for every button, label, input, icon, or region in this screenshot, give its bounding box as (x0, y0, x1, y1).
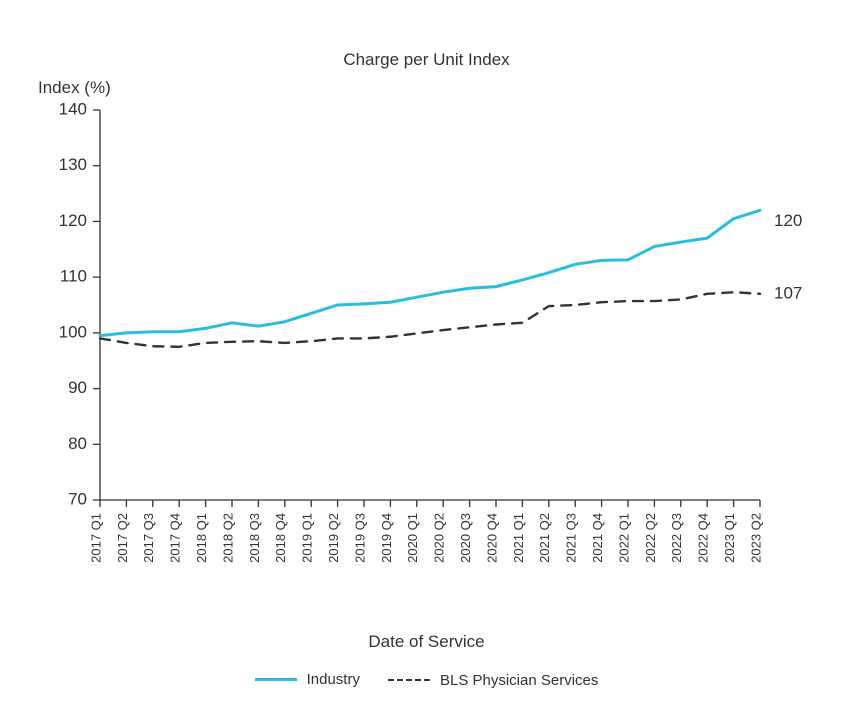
chart-plot-svg: 70 80 90 100 110 120 130 140 2017 Q1 2017 Q2 2017 … (0, 0, 853, 727)
x-tick-label: 2018 Q3 (247, 513, 262, 563)
x-tick-label: 2017 Q3 (141, 513, 156, 563)
y-tick-label: 80 (68, 434, 87, 453)
x-tick-label: 2020 Q4 (484, 513, 499, 563)
x-tick-label: 2021 Q2 (537, 513, 552, 563)
x-tick-label: 2022 Q3 (669, 513, 684, 563)
series-end-label: 120 (774, 211, 802, 230)
x-tick-label: 2022 Q2 (643, 513, 658, 563)
y-tick-label: 120 (59, 211, 87, 230)
x-tick-label: 2021 Q3 (564, 513, 579, 563)
legend-item: BLS Physician Services (388, 672, 598, 689)
x-tick-label: 2020 Q3 (458, 513, 473, 563)
series-end-label: 107 (774, 283, 802, 302)
x-tick-label: 2023 Q1 (722, 513, 737, 563)
legend-item: Industry (255, 671, 360, 688)
y-tick-label: 110 (60, 267, 87, 286)
chart-legend: Industry BLS Physician Services (0, 668, 853, 689)
series-line (100, 292, 760, 347)
x-tick-label: 2017 Q4 (168, 513, 183, 563)
legend-swatch (388, 679, 430, 681)
series-line (100, 210, 760, 335)
x-tick-label: 2019 Q3 (352, 513, 367, 563)
x-axis-title: Date of Service (0, 632, 853, 652)
x-tick-label: 2019 Q1 (300, 513, 315, 563)
x-tick-label: 2020 Q1 (405, 513, 420, 563)
y-tick-label: 140 (59, 99, 87, 118)
y-tick-label: 70 (68, 489, 87, 508)
x-tick-label: 2022 Q4 (696, 513, 711, 563)
legend-swatch (255, 678, 297, 681)
legend-label: Industry (307, 671, 360, 688)
y-tick-label: 90 (68, 378, 87, 397)
x-tick-label: 2017 Q1 (88, 513, 103, 563)
y-tick-label: 130 (59, 155, 87, 174)
legend-label: BLS Physician Services (440, 672, 598, 689)
x-tick-label: 2019 Q4 (379, 513, 394, 563)
x-tick-label: 2023 Q2 (748, 513, 763, 563)
x-tick-label: 2020 Q2 (432, 513, 447, 563)
x-tick-label: 2017 Q2 (115, 513, 130, 563)
x-tick-label: 2018 Q4 (273, 513, 288, 563)
x-tick-label: 2018 Q2 (220, 513, 235, 563)
chart-container: Charge per Unit Index Index (%) 70809010… (0, 0, 853, 727)
x-tick-label: 2021 Q1 (511, 513, 526, 563)
x-tick-label: 2018 Q1 (194, 513, 209, 563)
x-tick-label: 2019 Q2 (326, 513, 341, 563)
y-tick-label: 100 (59, 322, 87, 341)
x-tick-label: 2021 Q4 (590, 513, 605, 563)
x-tick-label: 2022 Q1 (616, 513, 631, 563)
